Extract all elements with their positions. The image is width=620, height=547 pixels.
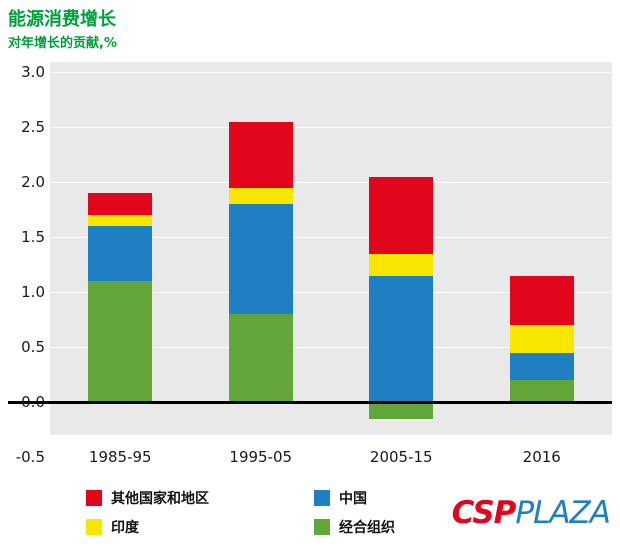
bar-segment-经合组织	[228, 314, 293, 402]
footer: 其他国家和地区 中国印度 经合组织 CSPPLAZA	[8, 488, 612, 537]
legend-label: 其他国家和地区	[111, 491, 209, 507]
y-tick-label: 0.5	[21, 338, 45, 356]
gridline	[50, 72, 612, 73]
zero-line	[8, 400, 612, 404]
bar-segment-中国	[369, 275, 434, 402]
bar-segment-经合组织	[369, 402, 434, 419]
y-tick-label: 2.0	[21, 173, 45, 191]
csp-plaza-logo: CSPPLAZA	[451, 494, 611, 531]
x-category-label: 2016	[522, 448, 561, 466]
gridline	[50, 292, 612, 293]
bar-1995-05	[228, 62, 293, 435]
legend-swatch	[86, 490, 102, 506]
bar-segment-印度	[88, 215, 153, 226]
bar-segment-印度	[228, 187, 293, 204]
legend-label: 中国	[339, 491, 367, 507]
x-axis: 1985-95 1995-05 2005-15 2016	[50, 446, 612, 468]
legend-swatch	[86, 519, 102, 535]
gridline	[50, 237, 612, 238]
bar-segment-印度	[509, 325, 574, 353]
bar-segment-其他国家和地区	[88, 193, 153, 215]
y-tick-label: 3.0	[21, 63, 45, 81]
chart-title: 能源消费增长	[8, 9, 116, 30]
bar-segment-中国	[509, 352, 574, 380]
y-tick-label: 1.5	[21, 228, 45, 246]
x-category-label: 1985-95	[88, 448, 152, 466]
gridline	[50, 182, 612, 183]
legend-item: 中国	[314, 488, 395, 508]
legend-item: 印度	[86, 517, 314, 537]
chart-header: 能源消费增长 对年增长的贡献,%	[8, 8, 612, 52]
chart-subtitle: 对年增长的贡献,%	[8, 36, 117, 51]
gridline	[50, 347, 612, 348]
legend-label: 印度	[111, 520, 139, 536]
bar-1985-95	[88, 62, 153, 435]
bar-segment-其他国家和地区	[369, 176, 434, 254]
bar-segment-经合组织	[509, 380, 574, 402]
legend: 其他国家和地区 中国印度 经合组织	[86, 488, 395, 537]
bar-segment-其他国家和地区	[509, 275, 574, 325]
legend-swatch	[314, 490, 330, 506]
y-tick-label: -0.5	[15, 448, 45, 466]
y-tick-label: 1.0	[21, 283, 45, 301]
legend-item: 经合组织	[314, 517, 395, 537]
logo-text-csp: CSP	[451, 494, 517, 531]
stacked-bar-chart: 3.02.52.01.51.00.50.0-0.5 1985-951995-05…	[8, 62, 612, 472]
plot-area	[50, 62, 612, 435]
bar-segment-其他国家和地区	[228, 121, 293, 188]
bar-2005-15	[369, 62, 434, 435]
x-category-label: 1995-05	[229, 448, 293, 466]
bar-segment-印度	[369, 253, 434, 276]
y-tick-label: 2.5	[21, 118, 45, 136]
legend-swatch	[314, 519, 330, 535]
bar-segment-中国	[88, 226, 153, 281]
y-axis: 3.02.52.01.51.00.50.0-0.5	[8, 62, 48, 472]
x-category-label: 2005-15	[369, 448, 433, 466]
logo-text-plaza: PLAZA	[515, 494, 611, 531]
legend-item: 其他国家和地区	[86, 488, 314, 508]
bar-2016	[509, 62, 574, 435]
bar-segment-经合组织	[88, 281, 153, 402]
gridline	[50, 127, 612, 128]
legend-label: 经合组织	[339, 520, 395, 536]
bar-segment-中国	[228, 204, 293, 314]
